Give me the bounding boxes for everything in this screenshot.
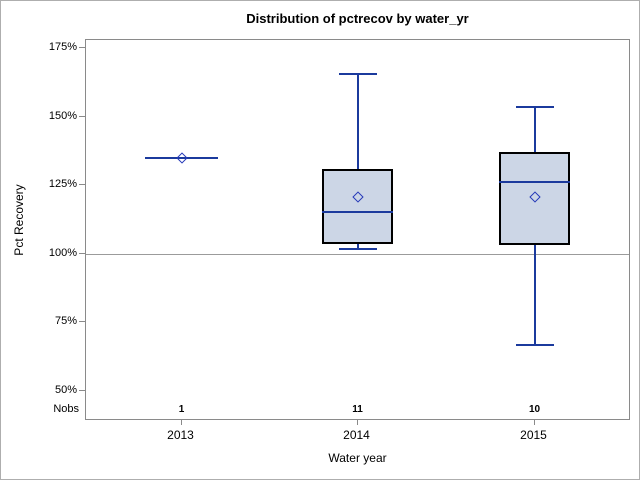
whisker-line [533,245,536,344]
x-tick-mark [356,420,358,425]
y-tick-mark [79,321,85,322]
x-tick-mark [533,420,535,425]
y-tick-label: 150% [48,110,77,122]
nobs-value: 11 [352,404,363,415]
y-axis-title: Pct Recovery [12,184,26,256]
whisker-cap [515,344,554,346]
x-tick-label: 2013 [167,428,194,442]
box [499,152,570,245]
y-tick-mark [79,116,85,117]
x-tick-label: 2014 [343,428,370,442]
nobs-value: 10 [528,404,541,415]
y-tick-mark [79,184,85,185]
y-tick-label: 125% [48,178,77,190]
whisker-line [356,244,359,248]
chart-title: Distribution of pctrecov by water_yr [246,11,469,26]
whisker-line [356,73,359,169]
median-line [499,181,570,183]
x-axis-title: Water year [328,451,387,465]
mean-diamond-icon [175,152,188,164]
whisker-line [533,106,536,152]
plot-area: 1 11 10 [85,39,630,420]
y-tick-mark [79,390,85,391]
whisker-cap [338,73,377,75]
nobs-value: 1 [178,404,185,415]
box [322,169,393,244]
y-tick-label: 175% [48,41,77,53]
median-line [145,157,218,159]
y-tick-label: 75% [54,315,77,327]
y-tick-mark [79,253,85,254]
median-line [322,211,393,213]
y-tick-mark [79,47,85,48]
x-tick-mark [180,420,182,425]
y-tick-label: 50% [54,384,77,396]
whisker-cap [515,106,554,108]
reference-line [86,254,629,255]
x-tick-label: 2015 [520,428,547,442]
nobs-row-label: Nobs [53,403,79,415]
whisker-cap [338,248,377,250]
y-tick-label: 100% [48,247,77,259]
